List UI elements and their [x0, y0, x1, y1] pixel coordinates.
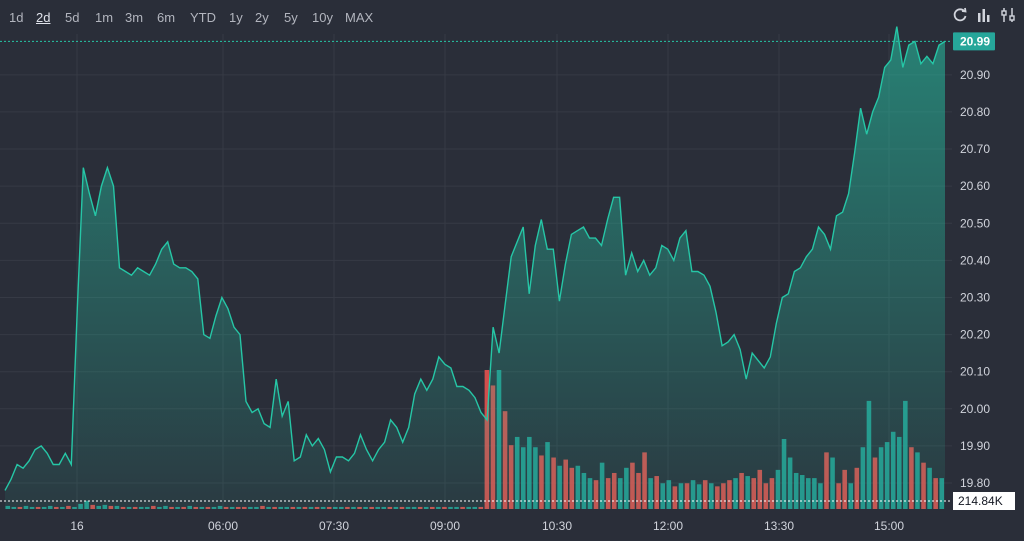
y-tick-label: 20.30 — [960, 290, 990, 304]
range-2d[interactable]: 2d — [36, 10, 51, 25]
x-tick-label: 15:00 — [874, 519, 904, 533]
range-10y[interactable]: 10y — [312, 10, 333, 25]
bar-chart-icon[interactable] — [976, 6, 992, 24]
refresh-icon[interactable] — [952, 6, 968, 24]
y-tick-label: 19.90 — [960, 439, 990, 453]
range-2y[interactable]: 2y — [255, 10, 269, 25]
x-axis: 16 06:00 07:30 09:00 10:30 12:00 13:30 15:00 — [70, 519, 904, 533]
y-tick-label: 19.80 — [960, 476, 990, 490]
y-tick-label: 20.40 — [960, 253, 990, 267]
volume-label: 214.84K — [958, 494, 1003, 508]
tool-icons — [952, 6, 1016, 24]
y-tick-label: 20.20 — [960, 328, 990, 342]
x-tick-label: 12:00 — [653, 519, 683, 533]
y-axis: 20.90 20.80 20.70 20.60 20.50 20.40 20.30 20.20… — [960, 68, 990, 490]
settings-icon[interactable] — [1000, 6, 1016, 24]
y-tick-label: 20.80 — [960, 105, 990, 119]
range-max[interactable]: MAX — [345, 10, 374, 25]
range-3m[interactable]: 3m — [125, 10, 144, 25]
range-5d[interactable]: 5d — [65, 10, 80, 25]
y-tick-label: 20.50 — [960, 216, 990, 230]
x-tick-label: 16 — [70, 519, 84, 533]
last-price-label: 20.99 — [960, 34, 990, 48]
x-tick-label: 07:30 — [319, 519, 349, 533]
y-tick-label: 20.00 — [960, 402, 990, 416]
range-1d[interactable]: 1d — [9, 10, 24, 25]
y-tick-label: 20.10 — [960, 365, 990, 379]
range-toolbar: 1d 2d 5d 1m 3m 6m YTD 1y 2y 5y 10y MAX — [0, 0, 1024, 34]
x-tick-label: 09:00 — [430, 519, 460, 533]
y-tick-label: 20.60 — [960, 179, 990, 193]
range-ytd[interactable]: YTD — [190, 10, 216, 25]
y-tick-label: 20.90 — [960, 68, 990, 82]
range-1m[interactable]: 1m — [95, 10, 114, 25]
y-tick-label: 20.70 — [960, 142, 990, 156]
range-5y[interactable]: 5y — [284, 10, 298, 25]
x-tick-label: 06:00 — [208, 519, 238, 533]
x-tick-label: 10:30 — [542, 519, 572, 533]
x-tick-label: 13:30 — [764, 519, 794, 533]
last-price-badge: 20.99 — [953, 32, 995, 51]
range-6m[interactable]: 6m — [157, 10, 176, 25]
price-area — [5, 26, 945, 509]
range-1y[interactable]: 1y — [229, 10, 243, 25]
volume-badge: 214.84K — [953, 492, 1015, 510]
price-line — [4, 26, 946, 491]
